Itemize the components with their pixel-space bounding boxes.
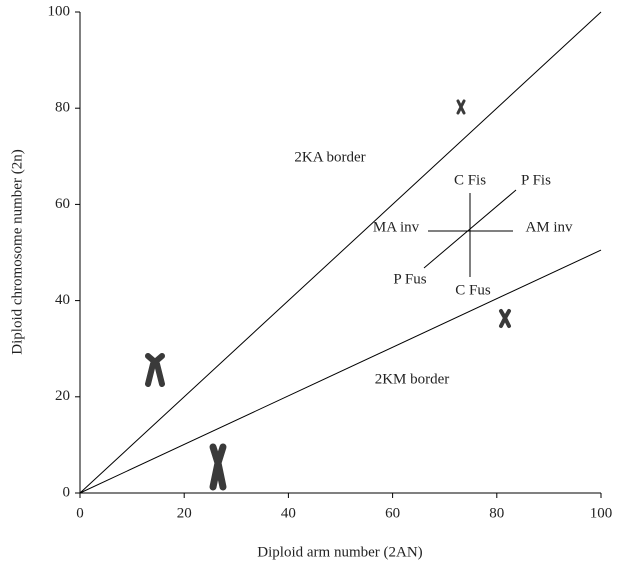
annotation: P Fis: [521, 172, 551, 188]
mutation-cross: [424, 190, 516, 277]
line-label: 2KA border: [294, 149, 365, 165]
x-tick-label: 0: [76, 505, 84, 521]
y-axis-label: Diploid chromosome number (2n): [9, 149, 25, 354]
annotation: C Fis: [454, 172, 486, 188]
y-tick-label: 0: [63, 484, 71, 500]
x-tick-label: 60: [385, 505, 400, 521]
annotation: C Fus: [455, 282, 491, 298]
y-tick-label: 60: [55, 196, 70, 212]
y-tick-label: 20: [55, 388, 70, 404]
y-tick-label: 80: [55, 100, 70, 116]
y-tick-label: 100: [48, 3, 71, 19]
y-tick-label: 40: [55, 292, 70, 308]
x-tick-label: 80: [489, 505, 504, 521]
annotation: P Fus: [393, 271, 426, 287]
chart: Diploid arm number (2AN) Diploid chromos…: [0, 0, 619, 569]
x-tick-label: 100: [590, 505, 613, 521]
x-axis-label: Diploid arm number (2AN): [257, 544, 422, 560]
x-tick-label: 20: [177, 505, 192, 521]
annotation: AM inv: [525, 219, 573, 235]
series-line: [80, 12, 601, 493]
x-tick-label: 40: [281, 505, 296, 521]
annotation: MA inv: [373, 219, 420, 235]
line-label: 2KM border: [375, 371, 450, 387]
